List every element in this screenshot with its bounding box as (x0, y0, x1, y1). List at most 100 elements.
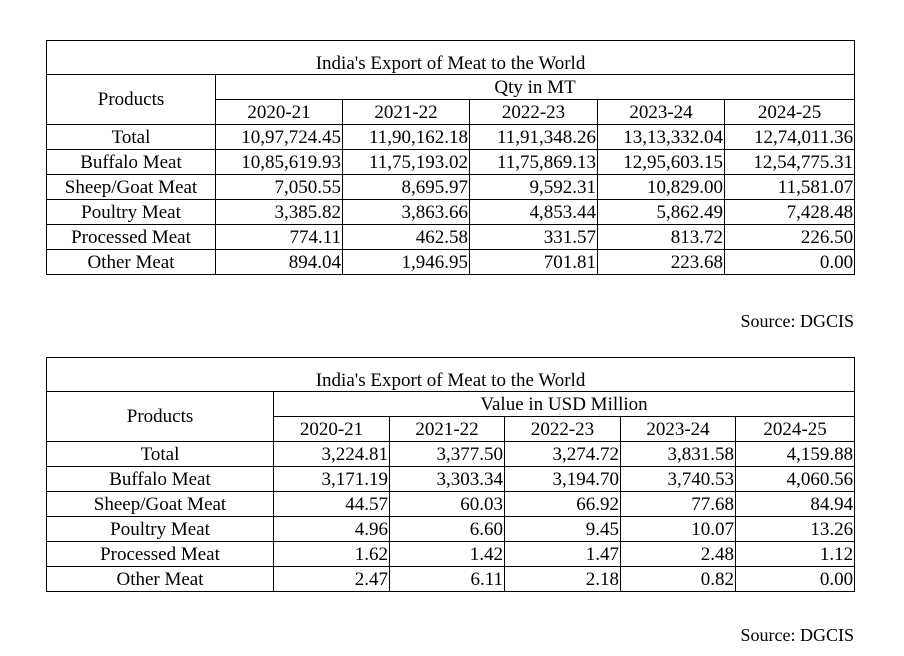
value-cell: 3,377.50 (389, 441, 505, 467)
product-cell: Processed Meat (46, 541, 274, 567)
value-cell: 223.68 (597, 249, 725, 275)
value-cell: 10.07 (620, 516, 736, 542)
value-cell: 2.18 (504, 566, 621, 592)
product-cell: Processed Meat (46, 224, 216, 250)
value-cell: 701.81 (469, 249, 598, 275)
value-cell: 1.42 (389, 541, 505, 567)
table-title-row: India's Export of Meat to the World (45, 40, 856, 75)
value-cell: 0.82 (620, 566, 736, 592)
table-row: Poultry Meat 3,385.82 3,863.66 4,853.44 … (46, 199, 856, 225)
value-cell: 12,95,603.15 (597, 149, 725, 175)
table-row: Total 3,224.81 3,377.50 3,274.72 3,831.5… (46, 441, 856, 467)
value-cell: 3,863.66 (342, 199, 470, 225)
value-cell: 3,171.19 (273, 466, 390, 492)
value-cell: 226.50 (723, 224, 856, 250)
value-cell: 1.62 (273, 541, 390, 567)
value-cell: 3,224.81 (273, 441, 390, 467)
table-row: Buffalo Meat 3,171.19 3,303.34 3,194.70 … (46, 466, 856, 492)
value-cell: 11,75,193.02 (342, 149, 470, 175)
value-cell: 10,97,724.45 (215, 124, 343, 150)
value-cell: 10,829.00 (597, 174, 725, 200)
year-header: 2021-22 (342, 99, 470, 125)
product-cell: Sheep/Goat Meat (46, 174, 216, 200)
value-cell: 66.92 (504, 491, 621, 517)
value-cell: 7,050.55 (215, 174, 343, 200)
header-row: Products Qty in MT (46, 74, 856, 125)
year-header-row: 2020-21 2021-22 2022-23 2023-24 2024-25 (47, 99, 856, 125)
value-cell: 12,74,011.36 (723, 124, 856, 150)
value-cell: 11,581.07 (723, 174, 856, 200)
product-cell: Buffalo Meat (46, 466, 274, 492)
table-row: Other Meat 894.04 1,946.95 701.81 223.68… (46, 249, 856, 275)
value-cell: 3,194.70 (504, 466, 621, 492)
value-cell: 894.04 (215, 249, 343, 275)
value-cell: 0.00 (734, 566, 856, 592)
value-cell: 3,831.58 (620, 441, 736, 467)
value-cell: 2.48 (620, 541, 736, 567)
value-cell: 4,853.44 (469, 199, 598, 225)
year-header: 2020-21 (215, 99, 343, 125)
value-cell: 13.26 (734, 516, 856, 542)
measure-header: Value in USD Million (272, 391, 856, 417)
year-header: 2024-25 (734, 416, 856, 442)
product-cell: Sheep/Goat Meat (46, 491, 274, 517)
table-row: Processed Meat 774.11 462.58 331.57 813.… (46, 224, 856, 250)
value-cell: 11,90,162.18 (342, 124, 470, 150)
value-cell: 6.60 (389, 516, 505, 542)
year-header: 2022-23 (504, 416, 621, 442)
value-cell: 11,91,348.26 (469, 124, 598, 150)
value-export-table: India's Export of Meat to the World Prod… (45, 357, 856, 592)
value-cell: 0.00 (723, 249, 856, 275)
value-cell: 84.94 (734, 491, 856, 517)
table-row: Total 10,97,724.45 11,90,162.18 11,91,34… (46, 124, 856, 150)
product-cell: Other Meat (46, 249, 216, 275)
year-header: 2024-25 (723, 99, 856, 125)
product-cell: Total (46, 441, 274, 467)
value-cell: 11,75,869.13 (469, 149, 598, 175)
value-cell: 10,85,619.93 (215, 149, 343, 175)
value-cell: 331.57 (469, 224, 598, 250)
source-note: Source: DGCIS (740, 625, 855, 645)
value-cell: 4.96 (273, 516, 390, 542)
value-cell: 5,862.49 (597, 199, 725, 225)
value-cell: 77.68 (620, 491, 736, 517)
value-cell: 3,740.53 (620, 466, 736, 492)
value-cell: 813.72 (597, 224, 725, 250)
measure-header: Qty in MT (214, 74, 856, 100)
header-row: Products Value in USD Million (46, 391, 856, 442)
table-row: Processed Meat 1.62 1.42 1.47 2.48 1.12 (46, 541, 856, 567)
value-cell: 774.11 (215, 224, 343, 250)
year-header: 2020-21 (273, 416, 390, 442)
value-cell: 9.45 (504, 516, 621, 542)
year-header-row: 2020-21 2021-22 2022-23 2023-24 2024-25 (47, 416, 856, 442)
qty-export-table: India's Export of Meat to the World Prod… (45, 40, 856, 275)
year-header: 2023-24 (620, 416, 736, 442)
value-cell: 12,54,775.31 (723, 149, 856, 175)
table-title: India's Export of Meat to the World (45, 357, 856, 392)
products-header: Products (46, 391, 274, 442)
products-header: Products (46, 74, 216, 125)
value-cell: 9,592.31 (469, 174, 598, 200)
table-row: Sheep/Goat Meat 7,050.55 8,695.97 9,592.… (46, 174, 856, 200)
value-cell: 44.57 (273, 491, 390, 517)
product-cell: Poultry Meat (46, 516, 274, 542)
product-cell: Poultry Meat (46, 199, 216, 225)
table-title: India's Export of Meat to the World (45, 40, 856, 75)
source-note: Source: DGCIS (740, 311, 855, 331)
table-row: Poultry Meat 4.96 6.60 9.45 10.07 13.26 (46, 516, 856, 542)
value-cell: 2.47 (273, 566, 390, 592)
value-cell: 8,695.97 (342, 174, 470, 200)
value-cell: 1,946.95 (342, 249, 470, 275)
year-header: 2021-22 (389, 416, 505, 442)
value-cell: 3,385.82 (215, 199, 343, 225)
year-header: 2022-23 (469, 99, 598, 125)
product-cell: Other Meat (46, 566, 274, 592)
value-cell: 60.03 (389, 491, 505, 517)
value-cell: 13,13,332.04 (597, 124, 725, 150)
value-cell: 4,060.56 (734, 466, 856, 492)
value-cell: 1.47 (504, 541, 621, 567)
table-row: Buffalo Meat 10,85,619.93 11,75,193.02 1… (46, 149, 856, 175)
table-title-row: India's Export of Meat to the World (45, 357, 856, 392)
table-row: Other Meat 2.47 6.11 2.18 0.82 0.00 (46, 566, 856, 592)
table-row: Sheep/Goat Meat 44.57 60.03 66.92 77.68 … (46, 491, 856, 517)
